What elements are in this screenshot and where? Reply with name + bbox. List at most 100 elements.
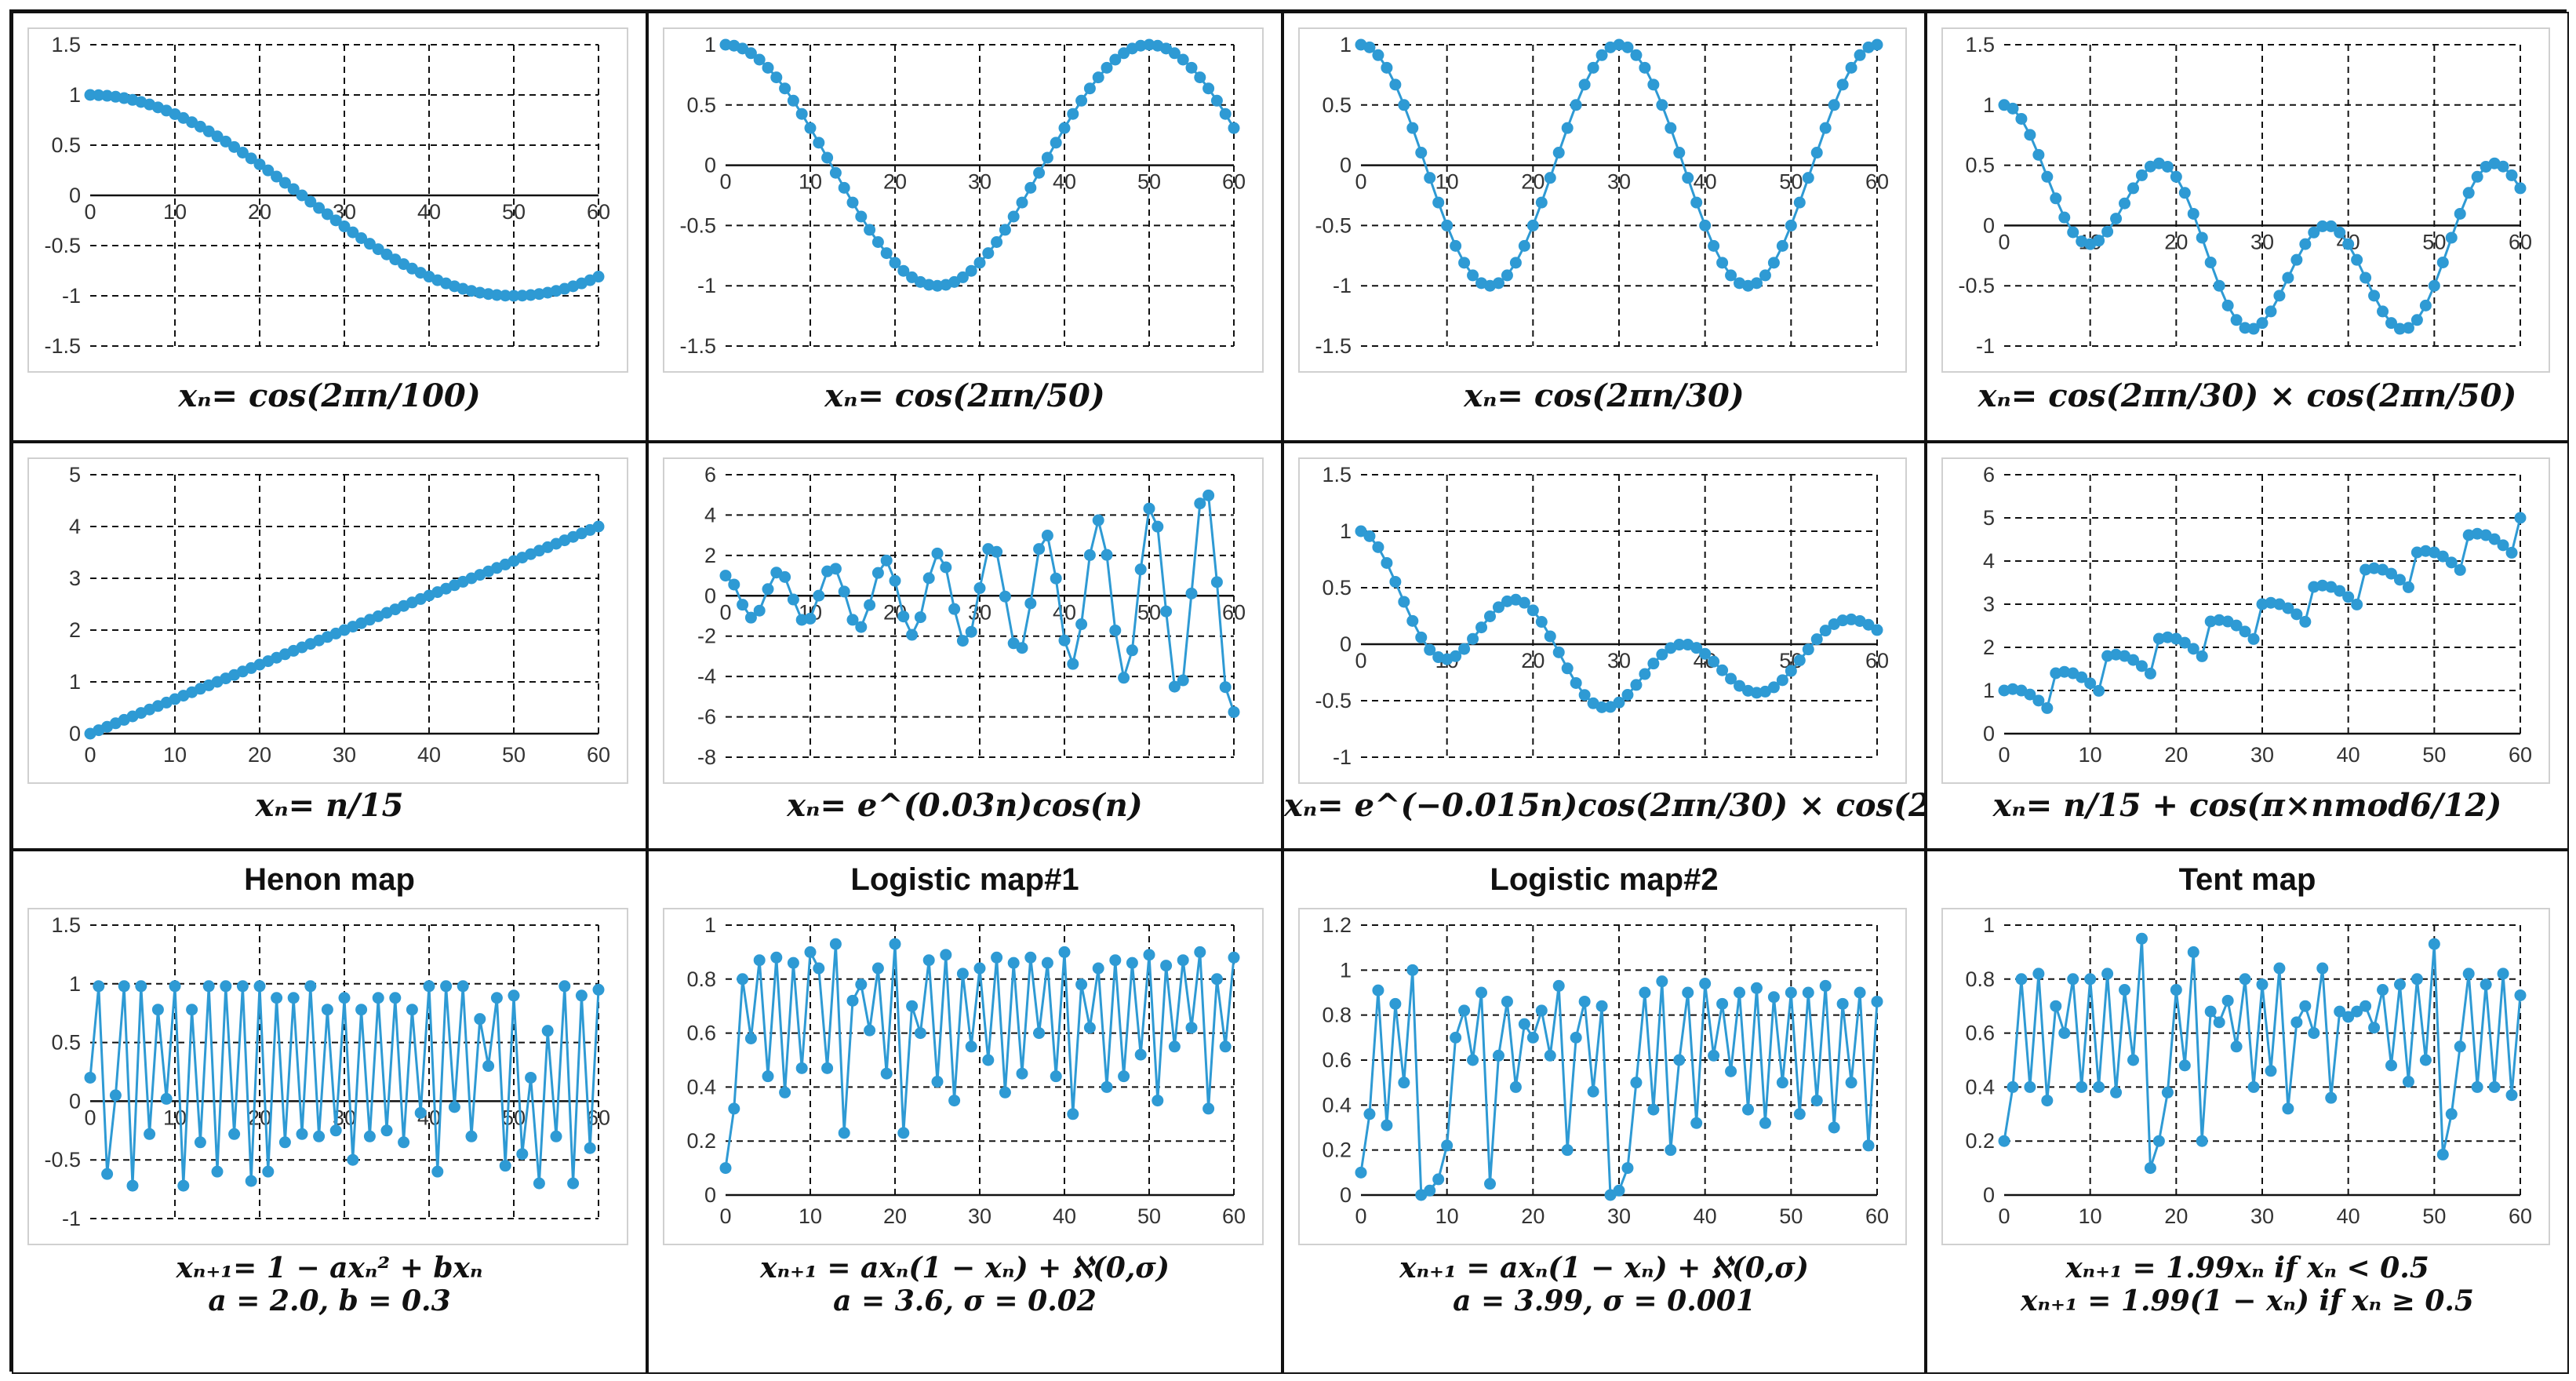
data-point	[347, 226, 359, 239]
data-point	[1467, 632, 1479, 645]
data-point	[1067, 658, 1079, 670]
x-tick-label: 50	[502, 1106, 526, 1129]
x-tick-label: 40	[417, 200, 441, 224]
plot-area: -8 -6 -4 -2 0 2 4 6 0 10 20 30 40 50 60	[663, 457, 1264, 784]
data-point	[1058, 122, 1071, 134]
data-point	[1007, 210, 1020, 223]
data-point	[719, 1162, 732, 1175]
data-point	[1210, 94, 1223, 107]
data-point	[1415, 147, 1428, 159]
data-point	[2385, 567, 2397, 580]
data-point	[1630, 679, 1643, 691]
formula-line: xₙ= cos(2πn/30) × cos(2πn/50)	[1977, 377, 2517, 414]
data-point	[2187, 946, 2199, 958]
x-tick-label: 60	[1865, 649, 1889, 672]
formula-line: xₙ₊₁ = axₙ(1 − xₙ) + ℵ(0,σ)	[1399, 1252, 1809, 1284]
data-point	[2402, 1076, 2414, 1088]
data-point	[2256, 317, 2269, 330]
y-tick-label: 0.5	[686, 93, 716, 117]
chart-cell: Tent map 0 0.2 0.4 0.6 0.8 1 0 10 20 30 40 50 60 xₙ₊₁ …	[1926, 850, 2569, 1374]
data-point	[499, 290, 511, 302]
x-tick-label: 40	[2337, 1204, 2360, 1228]
data-point	[1518, 1018, 1530, 1030]
data-point	[1168, 47, 1181, 60]
formula-caption: xₙ= cos(2πn/30) × cos(2πn/50)	[1927, 377, 2567, 414]
data-point	[2135, 660, 2148, 672]
data-point	[1381, 556, 1393, 569]
formula-line: xₙ= cos(2πn/100)	[178, 377, 481, 414]
x-tick-label: 20	[248, 1106, 271, 1129]
data-point	[1075, 978, 1088, 991]
data-point	[2041, 170, 2054, 183]
data-point	[1854, 49, 1866, 61]
data-point	[2127, 654, 2139, 666]
data-point	[1552, 979, 1565, 992]
data-point	[1535, 1004, 1548, 1017]
data-point	[1862, 618, 1875, 631]
data-point	[1406, 614, 1419, 627]
data-point	[508, 290, 520, 302]
data-point	[2445, 556, 2458, 569]
data-point	[2462, 967, 2475, 980]
x-tick-label: 20	[248, 200, 271, 224]
y-tick-label: 1.2	[1322, 913, 1352, 937]
data-point	[1552, 147, 1565, 159]
data-point	[1535, 616, 1548, 629]
data-point	[431, 1165, 444, 1178]
data-point	[2127, 1054, 2139, 1066]
data-point	[897, 610, 910, 623]
x-tick-label: 30	[968, 170, 991, 194]
y-tick-label: 0.2	[686, 1129, 716, 1153]
x-tick-label: 40	[417, 743, 441, 767]
data-point	[1793, 1108, 1806, 1120]
data-point	[2024, 688, 2036, 701]
data-point	[1406, 964, 1419, 976]
y-tick-label: 0	[1340, 632, 1352, 656]
data-point	[787, 956, 799, 969]
data-point	[2152, 1135, 2165, 1147]
data-point	[1475, 986, 1488, 999]
y-tick-label: 0.5	[51, 1031, 81, 1055]
data-point	[2342, 238, 2355, 250]
data-point	[1836, 614, 1849, 627]
data-point	[1126, 956, 1138, 969]
x-tick-label: 30	[333, 743, 356, 767]
x-tick-label: 60	[1222, 600, 1246, 624]
data-point	[1639, 986, 1651, 999]
data-point	[779, 570, 791, 583]
y-tick-label: -0.5	[44, 1148, 81, 1171]
data-point	[516, 290, 529, 302]
plot-area: -1.5 -1 -0.5 0 0.5 1 0 10 20 30 40 50 60	[1298, 27, 1907, 373]
data-point	[296, 189, 308, 202]
data-point	[1194, 71, 1206, 84]
data-point	[2187, 643, 2199, 655]
data-point	[2050, 192, 2062, 205]
chart-title: Henon map	[244, 862, 415, 897]
data-point	[1398, 99, 1410, 111]
data-point	[118, 980, 130, 993]
x-tick-label: 0	[1998, 230, 2010, 253]
formula-line: xₙ= n/15 + cos(π×nmod6/12)	[1992, 787, 2502, 824]
x-tick-label: 30	[2250, 230, 2274, 253]
data-point	[2471, 1080, 2483, 1093]
data-point	[2385, 317, 2397, 330]
data-point	[931, 547, 944, 559]
data-point	[1389, 78, 1402, 91]
data-point	[1595, 1000, 1608, 1012]
data-point	[2342, 1011, 2355, 1023]
x-tick-label: 60	[2509, 1204, 2532, 1228]
data-point	[1570, 676, 1582, 689]
chart-svg: 0 0.2 0.4 0.6 0.8 1 1.2 0 10 20 30 40 50 60	[1322, 913, 1889, 1228]
data-point	[1561, 662, 1574, 675]
data-point	[465, 1130, 478, 1142]
y-tick-label: 0	[1340, 154, 1352, 177]
y-tick-label: -1	[697, 274, 716, 297]
y-tick-label: 1	[69, 972, 81, 996]
data-point	[2170, 170, 2182, 183]
data-point	[1526, 604, 1539, 617]
data-point	[1544, 1049, 1556, 1062]
y-tick-label: 2	[1983, 636, 1995, 659]
data-point	[2007, 102, 2019, 115]
